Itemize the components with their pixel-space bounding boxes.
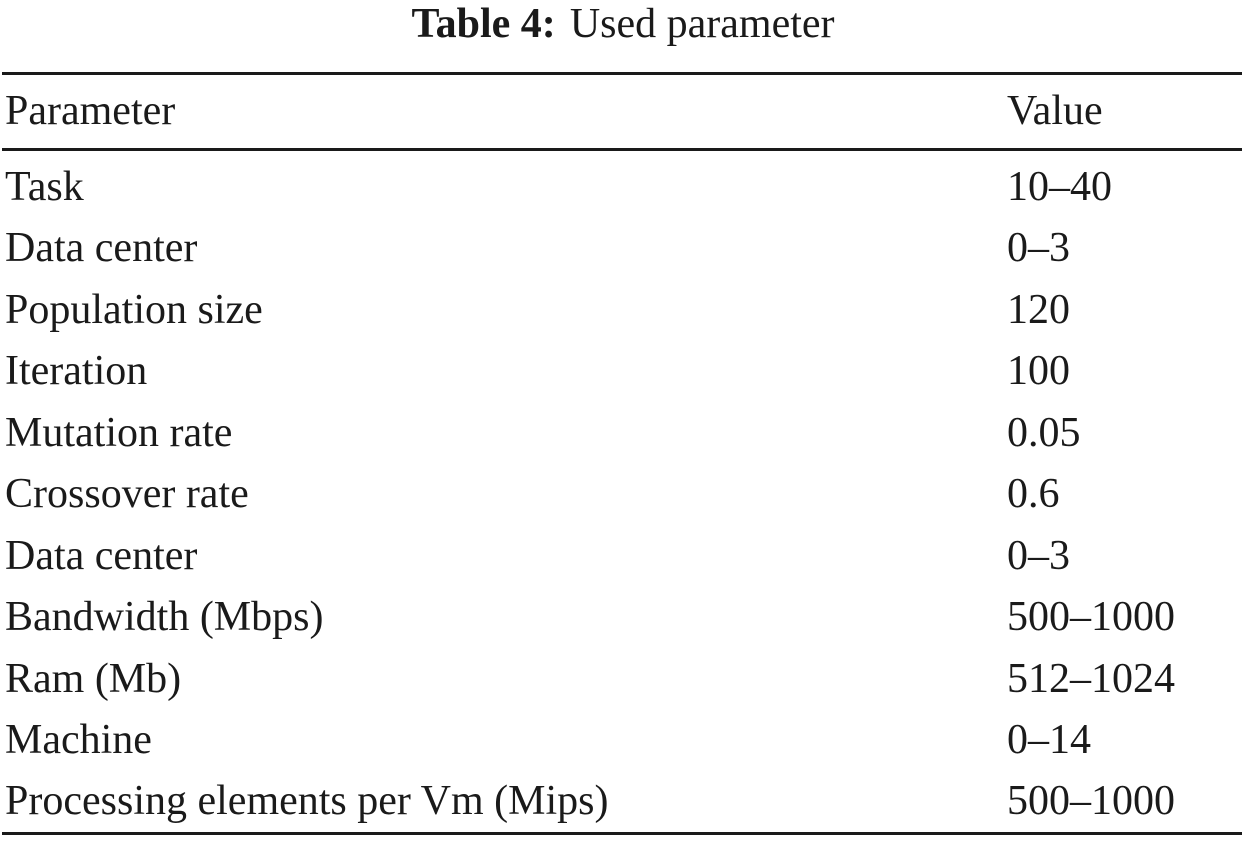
header-value: Value — [1007, 88, 1103, 134]
parameter-cell: Bandwidth (Mbps) — [5, 594, 324, 640]
table-caption-label: Table 4: — [411, 1, 556, 47]
parameter-cell: Processing elements per Vm (Mips) — [5, 778, 609, 824]
value-cell: 100 — [1007, 348, 1070, 394]
table-row: Data center 0–3 — [0, 218, 1246, 279]
parameter-cell: Population size — [5, 287, 263, 333]
parameter-cell: Data center — [5, 533, 198, 579]
table-header-row: Parameter Value — [0, 81, 1246, 142]
value-cell: 10–40 — [1007, 164, 1112, 210]
value-cell: 500–1000 — [1007, 778, 1175, 824]
table-caption: Table 4: Used parameter — [0, 0, 1246, 52]
value-cell: 0.6 — [1007, 471, 1060, 517]
table-header-rule — [2, 148, 1242, 151]
parameter-cell: Mutation rate — [5, 410, 233, 456]
table-row: Population size 120 — [0, 280, 1246, 341]
value-cell: 120 — [1007, 287, 1070, 333]
table-row: Mutation rate 0.05 — [0, 403, 1246, 464]
table-row: Machine 0–14 — [0, 710, 1246, 771]
value-cell: 0–14 — [1007, 717, 1091, 763]
table-top-rule — [2, 72, 1242, 75]
parameter-cell: Iteration — [5, 348, 148, 394]
table-caption-text: Used parameter — [569, 1, 835, 47]
value-cell: 0–3 — [1007, 533, 1070, 579]
table-row: Task 10–40 — [0, 157, 1246, 218]
parameter-cell: Data center — [5, 225, 198, 271]
parameter-cell: Task — [5, 164, 84, 210]
table-bottom-rule — [2, 832, 1242, 835]
value-cell: 500–1000 — [1007, 594, 1175, 640]
table-row: Crossover rate 0.6 — [0, 464, 1246, 525]
parameter-cell: Ram (Mb) — [5, 656, 182, 702]
table-row: Iteration 100 — [0, 341, 1246, 402]
table-row: Data center 0–3 — [0, 526, 1246, 587]
value-cell: 512–1024 — [1007, 656, 1175, 702]
table-row: Processing elements per Vm (Mips) 500–10… — [0, 771, 1246, 832]
table-row: Ram (Mb) 512–1024 — [0, 649, 1246, 710]
table-row: Bandwidth (Mbps) 500–1000 — [0, 587, 1246, 648]
header-parameter: Parameter — [5, 88, 176, 134]
value-cell: 0.05 — [1007, 410, 1081, 456]
parameter-cell: Crossover rate — [5, 471, 249, 517]
value-cell: 0–3 — [1007, 225, 1070, 271]
parameter-cell: Machine — [5, 717, 152, 763]
